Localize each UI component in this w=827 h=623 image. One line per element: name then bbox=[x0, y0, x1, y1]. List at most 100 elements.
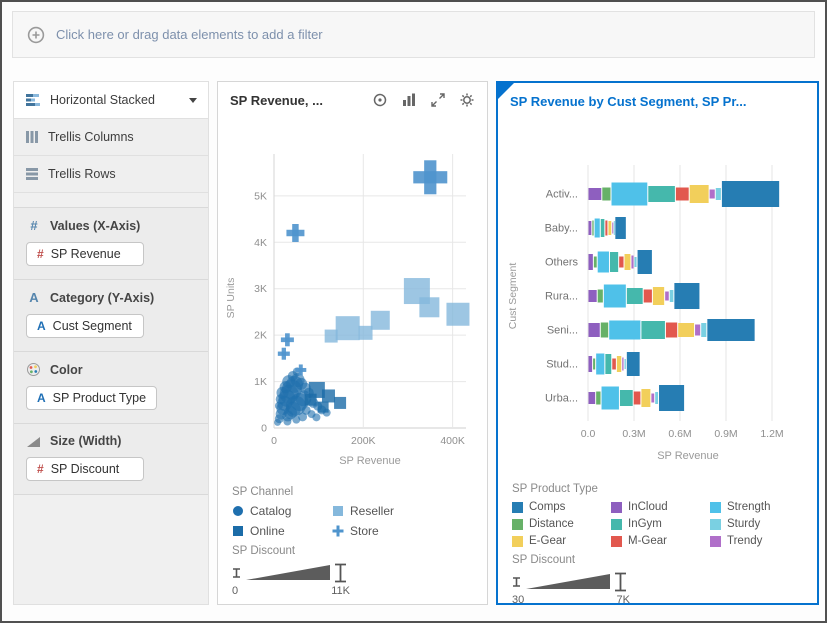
product-legend-item[interactable]: Distance bbox=[512, 518, 605, 530]
bar-segment[interactable] bbox=[609, 320, 641, 340]
bar-segment[interactable] bbox=[612, 358, 616, 370]
bar-segment[interactable] bbox=[600, 219, 605, 237]
chip-sp-product-type[interactable]: A SP Product Type bbox=[26, 386, 158, 410]
bar-segment[interactable] bbox=[596, 353, 605, 375]
bar-segment[interactable] bbox=[721, 181, 780, 207]
scatter-point[interactable] bbox=[312, 413, 321, 422]
bar-segment[interactable] bbox=[619, 256, 624, 268]
product-legend-item[interactable]: E-Gear bbox=[512, 535, 605, 547]
scatter-point[interactable] bbox=[292, 415, 301, 424]
bar-segment[interactable] bbox=[643, 289, 652, 303]
bar-segment[interactable] bbox=[588, 254, 593, 270]
scatter-chart[interactable]: 0 1K 2K 3K 4K 5K 0 200K 400K SP Units SP Revenue bbox=[218, 118, 487, 479]
bar-segment[interactable] bbox=[613, 221, 615, 235]
bar-segment[interactable] bbox=[675, 187, 689, 201]
bar-segment[interactable] bbox=[674, 283, 700, 309]
scatter-point[interactable] bbox=[277, 347, 290, 360]
bar-segment[interactable] bbox=[634, 257, 637, 267]
bar-segment[interactable] bbox=[701, 323, 707, 337]
product-legend-item[interactable]: Trendy bbox=[710, 535, 803, 547]
chip-cust-segment[interactable]: A Cust Segment bbox=[26, 314, 144, 338]
bar-chart-icon[interactable] bbox=[401, 92, 417, 108]
maximize-icon[interactable] bbox=[430, 92, 446, 108]
bar-segment[interactable] bbox=[605, 354, 612, 374]
trellis-rows-option[interactable]: Trellis Rows bbox=[14, 156, 208, 193]
scatter-point[interactable] bbox=[298, 412, 308, 422]
gear-icon[interactable] bbox=[459, 92, 475, 108]
scatter-point[interactable] bbox=[274, 401, 283, 410]
bar-segment[interactable] bbox=[611, 182, 648, 206]
bar-segment[interactable] bbox=[593, 256, 597, 268]
chip-sp-revenue[interactable]: # SP Revenue bbox=[26, 242, 144, 266]
bar-segment[interactable] bbox=[619, 390, 633, 406]
bar-segment[interactable] bbox=[695, 324, 701, 336]
bar-segment[interactable] bbox=[626, 288, 643, 304]
bar-segment[interactable] bbox=[651, 393, 655, 403]
bar-segment[interactable] bbox=[622, 357, 624, 371]
channel-legend-item[interactable]: Online bbox=[232, 524, 324, 538]
scatter-point[interactable] bbox=[370, 310, 390, 330]
channel-legend-item[interactable]: Catalog bbox=[232, 504, 324, 518]
scatter-point[interactable] bbox=[276, 386, 289, 399]
product-legend-item[interactable]: M-Gear bbox=[611, 535, 704, 547]
bar-segment[interactable] bbox=[626, 352, 640, 376]
bar-segment[interactable] bbox=[588, 188, 602, 200]
bar-segment[interactable] bbox=[603, 284, 626, 308]
target-icon[interactable] bbox=[372, 92, 388, 108]
scatter-point[interactable] bbox=[295, 364, 307, 376]
bar-segment[interactable] bbox=[707, 319, 755, 341]
bar-segment[interactable] bbox=[597, 251, 609, 273]
bar-segment[interactable] bbox=[689, 185, 709, 203]
bar-segment[interactable] bbox=[601, 386, 619, 410]
bar-segment[interactable] bbox=[665, 322, 678, 338]
trellis-columns-option[interactable]: Trellis Columns bbox=[14, 119, 208, 156]
bar-segment[interactable] bbox=[593, 358, 596, 370]
bar-segment[interactable] bbox=[624, 254, 631, 270]
bar-segment[interactable] bbox=[665, 291, 669, 301]
bar-segment[interactable] bbox=[588, 290, 597, 302]
add-filter-icon[interactable] bbox=[27, 26, 45, 44]
scatter-point[interactable] bbox=[419, 297, 440, 318]
scatter-point[interactable] bbox=[280, 333, 294, 347]
bar-segment[interactable] bbox=[652, 287, 665, 305]
bar-segment[interactable] bbox=[592, 220, 594, 236]
bar-segment[interactable] bbox=[588, 356, 593, 372]
bar-segment[interactable] bbox=[624, 359, 626, 369]
scatter-point[interactable] bbox=[304, 393, 317, 406]
channel-legend-item[interactable]: Reseller bbox=[332, 504, 473, 518]
bar-segment[interactable] bbox=[633, 391, 641, 405]
bar-segment[interactable] bbox=[597, 289, 603, 303]
chart-type-dropdown[interactable]: Horizontal Stacked bbox=[14, 82, 208, 119]
bar-segment[interactable] bbox=[605, 220, 608, 236]
bar-segment[interactable] bbox=[588, 392, 596, 404]
bar-segment[interactable] bbox=[641, 389, 651, 407]
bar-segment[interactable] bbox=[609, 252, 619, 272]
product-legend-item[interactable]: InCloud bbox=[611, 501, 704, 513]
bar-segment[interactable] bbox=[596, 391, 601, 405]
bar-segment[interactable] bbox=[600, 322, 609, 338]
scatter-point[interactable] bbox=[286, 224, 305, 242]
product-legend-item[interactable]: Strength bbox=[710, 501, 803, 513]
bar-segment[interactable] bbox=[608, 221, 612, 235]
scatter-point[interactable] bbox=[334, 396, 347, 409]
product-legend-item[interactable]: InGym bbox=[611, 518, 704, 530]
stacked-bar-visualization-panel[interactable]: SP Revenue by Cust Segment, SP Pr... 0.0… bbox=[496, 81, 819, 606]
scatter-point[interactable] bbox=[324, 329, 338, 343]
scatter-point[interactable] bbox=[283, 417, 292, 426]
scatter-visualization-panel[interactable]: SP Revenue, ... 0 1K 2K 3K 4K 5K 0 200K 400K SP U… bbox=[217, 81, 488, 605]
filter-bar[interactable]: Click here or drag data elements to add … bbox=[12, 11, 815, 58]
bar-segment[interactable] bbox=[588, 323, 600, 337]
scatter-point[interactable] bbox=[317, 401, 329, 413]
scatter-point[interactable] bbox=[413, 160, 448, 195]
bar-segment[interactable] bbox=[669, 290, 674, 302]
bar-segment[interactable] bbox=[637, 250, 652, 274]
bar-segment[interactable] bbox=[678, 323, 695, 337]
bar-segment[interactable] bbox=[588, 221, 592, 235]
bar-segment[interactable] bbox=[602, 187, 611, 201]
bar-segment[interactable] bbox=[631, 255, 634, 269]
bar-segment[interactable] bbox=[641, 321, 665, 339]
bar-segment[interactable] bbox=[715, 188, 721, 200]
bar-segment[interactable] bbox=[648, 186, 675, 202]
product-legend-item[interactable]: Comps bbox=[512, 501, 605, 513]
scatter-point[interactable] bbox=[446, 302, 470, 326]
